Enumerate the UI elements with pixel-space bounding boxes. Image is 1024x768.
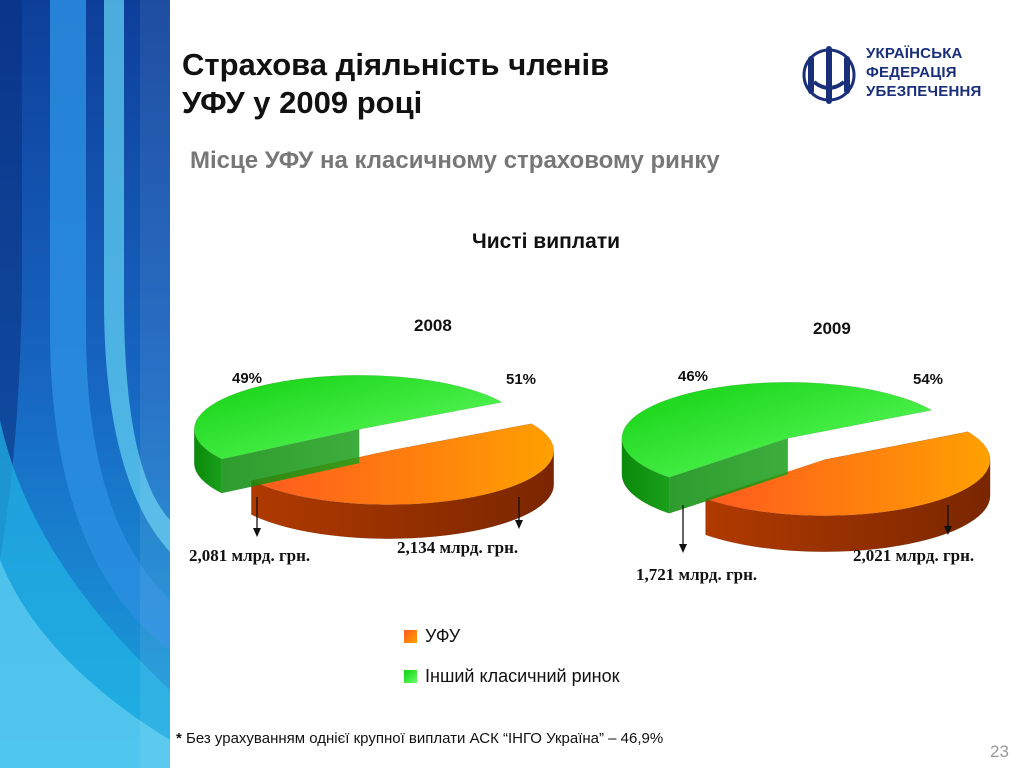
slice-2008-other <box>193 375 504 494</box>
legend-swatch-other <box>404 670 417 683</box>
chart-year-2008: 2008 <box>414 316 452 335</box>
footnote-star: * <box>176 730 182 747</box>
slide-title-line2: УФУ у 2009 році <box>182 85 423 120</box>
slide-title: Страхова діяльність членів УФУ у 2009 ро… <box>182 46 609 122</box>
pie-2008 <box>193 375 555 539</box>
legend-label-ufu: УФУ <box>425 626 461 646</box>
value-label-2009-other: 2,021 млрд. грн. <box>853 546 975 565</box>
slice-cut-2009-other <box>669 438 788 514</box>
value-label-2008-ufu: 2,081 млрд. грн. <box>189 546 311 565</box>
slice-top-2009-ufu <box>704 431 991 517</box>
logo-text-line1: УКРАЇНСЬКА <box>866 45 963 62</box>
legend-swatch-ufu <box>404 630 417 643</box>
pct-label-2009-other: 54% <box>913 371 944 388</box>
chart-title: Чисті виплати <box>472 230 621 253</box>
slice-top-2008-other <box>193 375 504 460</box>
footnote-text: Без урахуванням однієї крупної виплати А… <box>181 730 664 747</box>
pct-label-2009-ufu: 46% <box>678 368 709 385</box>
trident-emblem-icon <box>802 46 856 104</box>
ufu-logo: УКРАЇНСЬКА ФЕДЕРАЦІЯ УБЕЗПЕЧЕННЯ <box>800 42 1000 108</box>
page-number: 23 <box>990 742 1009 761</box>
logo-text-line3: УБЕЗПЕЧЕННЯ <box>866 83 982 100</box>
footnote: * Без урахуванням однієї крупної виплати… <box>176 730 663 747</box>
logo-text-line2: ФЕДЕРАЦІЯ <box>866 64 957 81</box>
slice-cut-2008-other <box>221 429 360 494</box>
pct-label-2008-ufu: 49% <box>232 370 263 387</box>
slice-top-2008-ufu <box>250 423 555 505</box>
slice-top-2009-other <box>621 381 933 478</box>
legend-label-other: Інший класичний ринок <box>425 666 620 686</box>
pie-2009 <box>621 381 991 552</box>
slide-title-line1: Страхова діяльність членів <box>182 47 610 82</box>
slice-2008-ufu <box>250 423 555 539</box>
value-label-2009-ufu: 1,721 млрд. грн. <box>636 565 758 584</box>
slice-2009-other <box>621 381 933 514</box>
pct-label-2008-other: 51% <box>506 371 537 388</box>
slice-2009-ufu <box>704 431 991 552</box>
value-label-2008-other: 2,134 млрд. грн. <box>397 538 519 557</box>
decorative-sidebar <box>0 0 170 768</box>
slide-subtitle: Місце УФУ на класичному страховому ринку <box>190 147 720 174</box>
chart-year-2009: 2009 <box>813 319 851 338</box>
